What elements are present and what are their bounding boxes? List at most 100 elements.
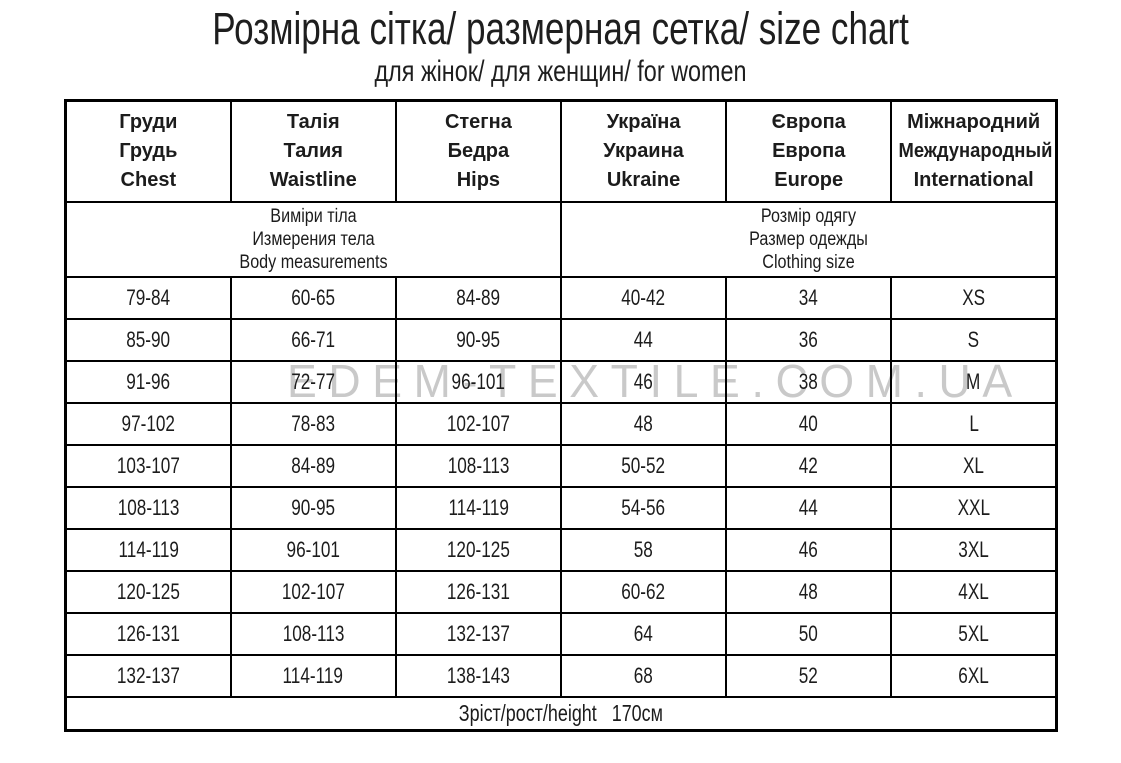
data-cell: 36 [725, 318, 893, 362]
data-cell: XXL [890, 486, 1058, 530]
size-chart-page: Розмірна сітка/ размерная сетка/ size ch… [0, 4, 1121, 763]
header-international-en: International [913, 169, 1034, 191]
data-cell: 126-131 [394, 570, 562, 614]
header-hips-uk: Стегна [444, 111, 512, 133]
header-europe: Європа Европа Europe [725, 99, 893, 203]
data-cell: 34 [725, 276, 893, 320]
data-cell: 103-107 [64, 444, 232, 488]
header-europe-ru: Европа [772, 140, 846, 162]
page-title-text: Розмірна сітка/ размерная сетка/ size ch… [212, 3, 909, 54]
table-row-4xl: 120-125 102-107 126-131 60-62 48 4XL [64, 570, 1058, 614]
data-cell: 96-101 [229, 528, 397, 572]
header-chest-en: Chest [120, 169, 177, 191]
header-ukraine-ru: Украина [603, 140, 684, 162]
data-cell: 42 [725, 444, 893, 488]
data-cell: 5XL [890, 612, 1058, 656]
data-cell: XS [890, 276, 1058, 320]
data-cell: 102-107 [229, 570, 397, 614]
header-chest: Груди Грудь Chest [64, 99, 232, 203]
data-cell: 138-143 [394, 654, 562, 698]
group-body-ru: Измерения тела [252, 229, 375, 250]
data-cell: 114-119 [64, 528, 232, 572]
header-international: Міжнародний Международный International [890, 99, 1058, 203]
data-cell: 48 [559, 402, 728, 446]
data-cell: 108-113 [229, 612, 397, 656]
data-cell: 126-131 [64, 612, 232, 656]
data-cell: L [890, 402, 1058, 446]
header-waistline-uk: Талія [286, 111, 340, 133]
data-cell: 60-62 [559, 570, 728, 614]
data-cell: 84-89 [229, 444, 397, 488]
group-clothing-uk: Розмір одягу [760, 206, 857, 227]
header-waistline-en: Waistline [269, 169, 357, 191]
header-hips-ru: Бедра [447, 140, 510, 162]
data-cell: 38 [725, 360, 893, 404]
data-cell: 120-125 [64, 570, 232, 614]
data-cell: 40 [725, 402, 893, 446]
group-header-row: Виміри тіла Измерения тела Body measurem… [64, 201, 1058, 278]
data-cell: 68 [559, 654, 728, 698]
header-europe-uk: Європа [771, 111, 846, 133]
data-cell: 79-84 [64, 276, 232, 320]
data-cell: 114-119 [229, 654, 397, 698]
header-ukraine-uk: Україна [606, 111, 681, 133]
data-cell: 58 [559, 528, 728, 572]
data-cell: 114-119 [394, 486, 562, 530]
header-chest-uk: Груди [119, 111, 178, 133]
data-cell: 3XL [890, 528, 1058, 572]
data-cell: 66-71 [229, 318, 397, 362]
data-cell: 90-95 [394, 318, 562, 362]
header-international-ru: Международный [898, 140, 1053, 162]
table-row-xl: 103-107 84-89 108-113 50-52 42 XL [64, 444, 1058, 488]
data-cell: 84-89 [394, 276, 562, 320]
data-cell: 40-42 [559, 276, 728, 320]
table-row-5xl: 126-131 108-113 132-137 64 50 5XL [64, 612, 1058, 656]
data-cell: 48 [725, 570, 893, 614]
data-cell: 132-137 [394, 612, 562, 656]
table-row-xs: 79-84 60-65 84-89 40-42 34 XS [64, 276, 1058, 320]
header-ukraine-en: Ukraine [606, 169, 681, 191]
data-cell: 46 [725, 528, 893, 572]
data-cell: 102-107 [394, 402, 562, 446]
data-cell: 78-83 [229, 402, 397, 446]
group-clothing-ru: Размер одежды [749, 229, 868, 250]
size-table: Груди Грудь Chest Талія Талия Waistline … [64, 99, 1058, 732]
data-cell: 64 [559, 612, 728, 656]
page-title: Розмірна сітка/ размерная сетка/ size ch… [0, 4, 1121, 54]
table-row-xxl: 108-113 90-95 114-119 54-56 44 XXL [64, 486, 1058, 530]
data-cell: 46 [559, 360, 728, 404]
group-body-en: Body measurements [239, 252, 388, 273]
data-cell: 108-113 [394, 444, 562, 488]
table-row-3xl: 114-119 96-101 120-125 58 46 3XL [64, 528, 1058, 572]
data-cell: 52 [725, 654, 893, 698]
group-body-uk: Виміри тіла [270, 206, 357, 227]
data-cell: 120-125 [394, 528, 562, 572]
page-subtitle-text: для жінок/ для женщин/ for women [374, 55, 747, 88]
group-header-clothing-size: Розмір одягу Размер одежды Clothing size [559, 201, 1058, 278]
table-row-6xl: 132-137 114-119 138-143 68 52 6XL [64, 654, 1058, 698]
table-row-l: 97-102 78-83 102-107 48 40 L [64, 402, 1058, 446]
footer-height-row: Зріст/рост/height 170см [64, 696, 1058, 731]
data-cell: S [890, 318, 1058, 362]
data-cell: 50-52 [559, 444, 728, 488]
data-cell: 44 [725, 486, 893, 530]
footer-height-text: Зріст/рост/height 170см [458, 699, 664, 726]
footer-height-cell: Зріст/рост/height 170см [64, 696, 1058, 731]
header-international-uk: Міжнародний [907, 111, 1041, 133]
data-cell: XL [890, 444, 1058, 488]
data-cell: 85-90 [64, 318, 232, 362]
header-hips-en: Hips [456, 169, 501, 191]
data-cell: 72-77 [229, 360, 397, 404]
data-cell: 4XL [890, 570, 1058, 614]
header-waistline: Талія Талия Waistline [229, 99, 397, 203]
data-cell: 96-101 [394, 360, 562, 404]
data-cell: 132-137 [64, 654, 232, 698]
group-clothing-en: Clothing size [762, 252, 855, 273]
header-europe-en: Europe [774, 169, 844, 191]
header-waistline-ru: Талия [283, 140, 343, 162]
column-header-row: Груди Грудь Chest Талія Талия Waistline … [64, 99, 1058, 203]
table-row-s: 85-90 66-71 90-95 44 36 S [64, 318, 1058, 362]
header-chest-ru: Грудь [119, 140, 178, 162]
data-cell: 6XL [890, 654, 1058, 698]
data-cell: 90-95 [229, 486, 397, 530]
